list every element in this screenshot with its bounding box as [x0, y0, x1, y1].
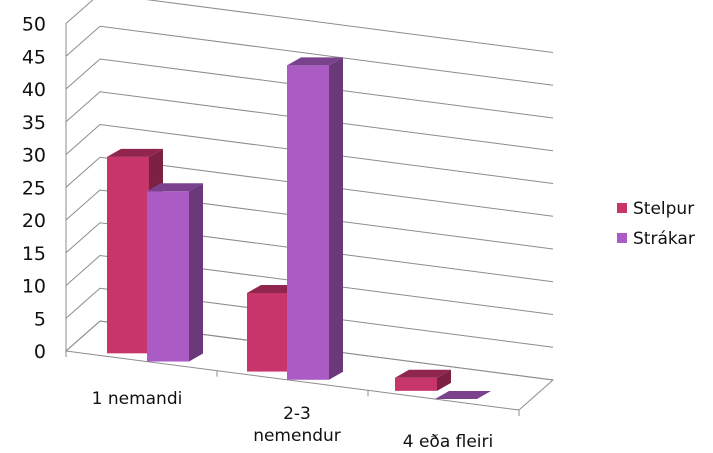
gridline: [65, 222, 554, 283]
y-tick-label: 20: [22, 210, 46, 232]
y-tick-label: 10: [22, 276, 46, 298]
y-tick-label: 5: [34, 308, 46, 330]
bar-front: [395, 377, 437, 391]
bar-top: [107, 148, 163, 157]
y-tick-label: 30: [22, 145, 46, 167]
bar-side: [329, 57, 343, 380]
bar-front: [107, 156, 149, 354]
gridline: [65, 156, 554, 217]
bar-side: [189, 183, 203, 362]
bar-strákar: [147, 183, 203, 362]
legend-swatch: [617, 233, 627, 243]
bars: [107, 57, 491, 400]
bar-top: [287, 57, 343, 66]
gridline: [65, 58, 554, 119]
gridline: [65, 91, 554, 152]
gridline: [65, 189, 554, 250]
gridline: [65, 254, 554, 315]
legend: Stelpur Strákar: [617, 199, 695, 249]
y-axis-ticks: 0 5 10 15 20 25 30 35 40 45 50: [22, 14, 46, 364]
y-tick-label: 45: [22, 46, 46, 68]
y-tick-label: 50: [22, 14, 46, 36]
gridline: [65, 0, 554, 53]
category-label: 4 eða fleiri: [403, 432, 494, 452]
bar-top: [435, 391, 491, 400]
legend-label: Stelpur: [633, 199, 694, 219]
bar-front: [287, 65, 329, 380]
legend-label: Strákar: [633, 229, 695, 249]
bar-top: [147, 183, 203, 192]
bar-strákar: [287, 57, 343, 380]
gridline: [65, 25, 554, 86]
gridlines: [64, 0, 555, 416]
gridline: [65, 287, 554, 348]
y-tick-label: 35: [22, 112, 46, 134]
bar-top: [395, 369, 451, 378]
y-tick-label: 0: [34, 341, 46, 363]
legend-swatch: [617, 203, 627, 213]
bar-strákar: [435, 391, 491, 400]
category-label: 1 nemandi: [92, 389, 183, 409]
gridline: [65, 123, 554, 184]
y-tick-label: 15: [22, 243, 46, 265]
category-label: 2-3: [283, 404, 311, 424]
bar-front: [247, 292, 289, 372]
bar-front: [147, 191, 189, 362]
y-tick-label: 25: [22, 177, 46, 199]
bar-side: [437, 369, 451, 391]
y-tick-label: 40: [22, 79, 46, 101]
category-label: nemendur: [253, 426, 341, 446]
bar-stelpur: [395, 369, 451, 391]
